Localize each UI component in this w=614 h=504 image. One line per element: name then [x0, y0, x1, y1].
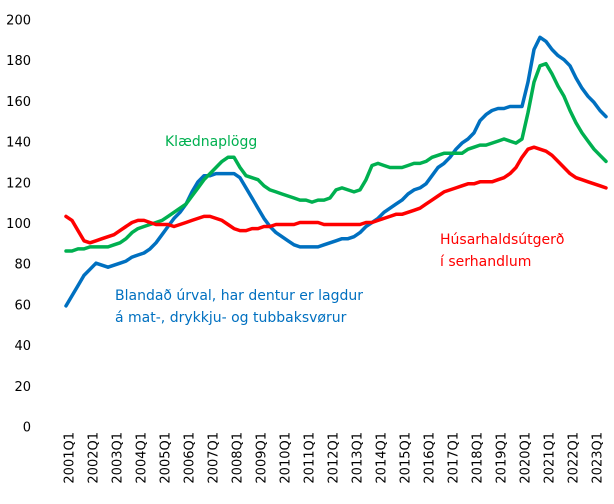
- x-tick-label: 2023Q1: [591, 432, 606, 484]
- series-line: [64, 145, 608, 245]
- series-label: Blandað úrval, har dentur er lagdur: [115, 288, 363, 304]
- x-tick-label: 2007Q1: [207, 432, 222, 484]
- y-tick-label: 100: [6, 217, 31, 232]
- series-label: Klædnaplögg: [165, 134, 257, 150]
- series-label: Húsarhaldsútgerð: [440, 232, 565, 248]
- x-tick-label: 2011Q1: [303, 432, 318, 484]
- y-tick-label: 120: [6, 176, 31, 191]
- x-tick-label: 2017Q1: [447, 432, 462, 484]
- x-tick-label: 2001Q1: [63, 432, 78, 484]
- x-tick-label: 2013Q1: [351, 432, 366, 484]
- y-tick-label: 180: [6, 54, 31, 69]
- x-tick-label: 2004Q1: [135, 432, 150, 484]
- x-tick-label: 2008Q1: [231, 432, 246, 484]
- y-tick-label: 20: [14, 380, 31, 395]
- x-tick-label: 2012Q1: [327, 432, 342, 484]
- y-tick-label: 160: [6, 95, 31, 110]
- x-tick-label: 2020Q1: [519, 432, 534, 484]
- x-tick-label: 2021Q1: [543, 432, 558, 484]
- x-tick-label: 2019Q1: [495, 432, 510, 484]
- y-tick-label: 200: [6, 14, 31, 29]
- series-label: á mat-, drykkju- og tubbaksvørur: [115, 310, 347, 326]
- x-tick-label: 2003Q1: [111, 432, 126, 484]
- y-tick-label: 80: [14, 258, 31, 273]
- series-label: í serhandlum: [440, 254, 531, 270]
- series-line: [64, 61, 608, 253]
- x-tick-label: 2006Q1: [183, 432, 198, 484]
- y-tick-label: 0: [23, 421, 31, 436]
- x-tick-label: 2002Q1: [87, 432, 102, 484]
- x-tick-label: 2022Q1: [567, 432, 582, 484]
- x-tick-label: 2009Q1: [255, 432, 270, 484]
- y-tick-label: 140: [6, 136, 31, 151]
- x-tick-label: 2010Q1: [279, 432, 294, 484]
- x-tick-label: 2016Q1: [423, 432, 438, 484]
- x-tick-label: 2005Q1: [159, 432, 174, 484]
- x-tick-label: 2018Q1: [471, 432, 486, 484]
- series-line: [64, 35, 608, 308]
- x-tick-label: 2014Q1: [375, 432, 390, 484]
- x-tick-label: 2015Q1: [399, 432, 414, 484]
- y-tick-label: 60: [14, 298, 31, 313]
- y-tick-label: 40: [14, 339, 31, 354]
